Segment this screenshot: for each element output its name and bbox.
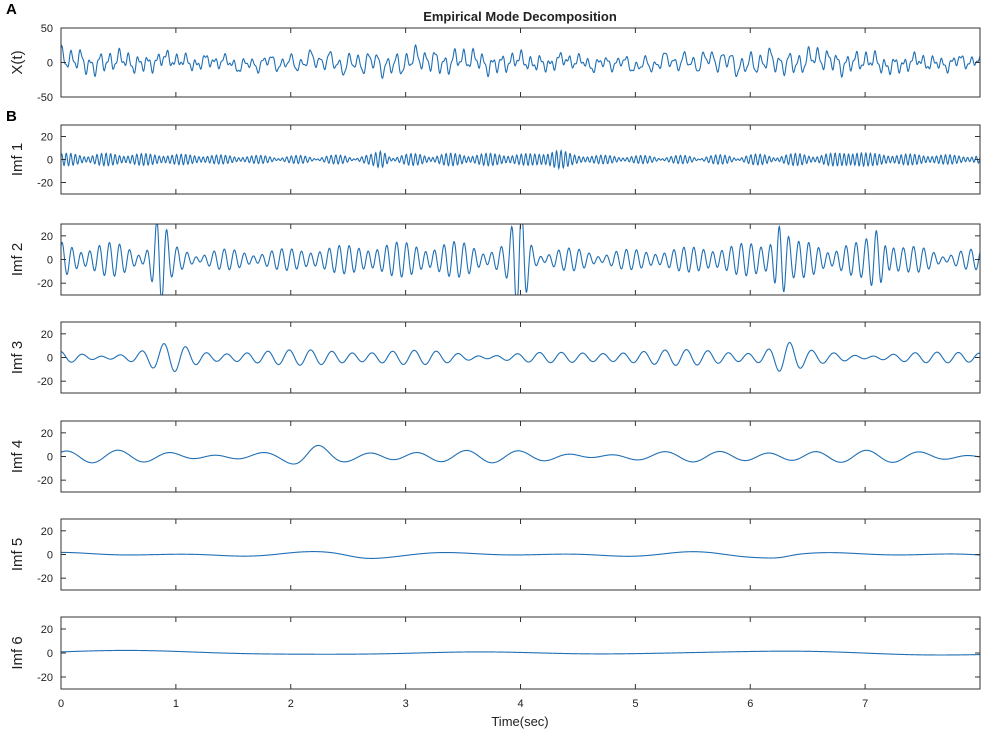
subplot-3: -20 0 20 Imf 2	[9, 223, 981, 296]
subplot-4: -20 0 20 Imf 3	[9, 321, 981, 394]
signal-line-3	[61, 224, 980, 295]
y-tick-label: 0	[47, 58, 53, 70]
x-tick-label: 0	[58, 698, 64, 710]
panel-letter-b: B	[6, 108, 17, 125]
panel-letter-a: A	[6, 1, 17, 18]
y-tick-label: 0	[47, 648, 53, 660]
y-axis-label: X(t)	[9, 50, 26, 74]
y-tick-label: -20	[37, 178, 53, 190]
y-tick-label: 0	[47, 255, 53, 267]
y-axis-label: Imf 6	[9, 636, 26, 669]
x-axis-label: Time(sec)	[491, 714, 548, 729]
y-tick-label: -20	[37, 573, 53, 585]
x-tick-label: 4	[517, 698, 523, 710]
x-tick-label: 6	[747, 698, 753, 710]
y-tick-label: -20	[37, 376, 53, 388]
signal-line-6	[61, 551, 980, 559]
signal-line-2	[61, 148, 980, 171]
y-axis-label: Imf 5	[9, 538, 26, 571]
y-tick-label: 20	[41, 624, 53, 636]
y-tick-label: 0	[47, 550, 53, 562]
x-tick-label: 7	[862, 698, 868, 710]
y-axis-label: Imf 1	[9, 143, 26, 176]
signal-line-1	[61, 44, 980, 80]
y-tick-label: -20	[37, 278, 53, 290]
x-tick-label: 5	[632, 698, 638, 710]
x-tick-label: 1	[173, 698, 179, 710]
y-tick-label: 20	[41, 132, 53, 144]
y-tick-label: 0	[47, 155, 53, 167]
y-axis-label: Imf 4	[9, 440, 26, 473]
signal-line-7	[61, 649, 980, 656]
y-tick-label: -20	[37, 475, 53, 487]
y-tick-label: 50	[41, 23, 53, 35]
y-axis-label: Imf 2	[9, 243, 26, 276]
figure-title: Empirical Mode Decomposition	[423, 9, 617, 24]
y-tick-label: 20	[41, 329, 53, 341]
subplot-5: -20 0 20 Imf 4	[9, 420, 981, 493]
y-tick-label: 20	[41, 526, 53, 538]
y-tick-label: 20	[41, 428, 53, 440]
subplot-2: -20 0 20 Imf 1	[9, 124, 981, 195]
subplot-1: -50 0 50 X(t)	[9, 23, 981, 104]
signal-line-4	[61, 341, 980, 373]
subplot-7: -20 0 20 0 1 2 3 4 5 6 7 Imf 6	[9, 616, 981, 710]
y-tick-label: -50	[37, 92, 53, 104]
subplot-6: -20 0 20 Imf 5	[9, 518, 981, 591]
x-tick-label: 2	[288, 698, 294, 710]
y-tick-label: 20	[41, 231, 53, 243]
y-axis-label: Imf 3	[9, 341, 26, 374]
y-tick-label: 0	[47, 452, 53, 464]
y-tick-label: -20	[37, 672, 53, 684]
x-tick-label: 3	[403, 698, 409, 710]
signal-line-5	[61, 444, 980, 465]
y-tick-label: 0	[47, 353, 53, 365]
